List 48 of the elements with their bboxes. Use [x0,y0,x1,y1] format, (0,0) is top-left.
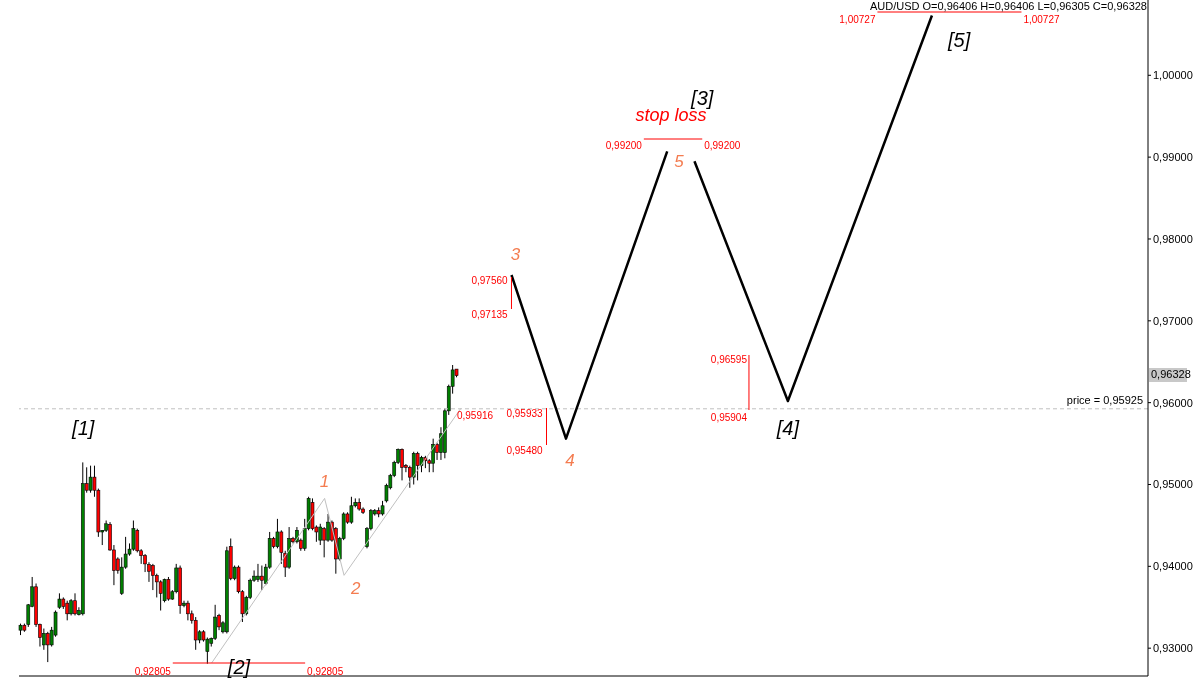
y-tick-label: 0,98000 [1153,232,1193,245]
candlestick [318,523,323,546]
annotation: [2] [226,656,251,679]
annotation: 0,92805 [307,665,344,677]
candlestick [400,447,404,481]
annotation: 3 [510,245,521,265]
text: 0,96328 [1151,367,1191,380]
y-tick-label: 0,96000 [1153,396,1193,409]
candlestick [411,451,416,485]
y-tick-label: 0,97000 [1153,314,1193,327]
candlestick [213,604,217,641]
candlestick [88,465,93,494]
annotation: 1 [319,472,330,492]
candlestick [73,592,77,616]
y-tick-label: 0,94000 [1153,560,1193,573]
annotation: 0,99200 [605,139,643,151]
annotation: 1,00727 [1023,13,1061,25]
annotation: 0,95904 [710,411,748,423]
annotation: [5] [947,29,971,52]
annotation: 0,95480 [506,444,544,456]
annotation: 0,97135 [471,308,509,320]
annotation: 2 [350,579,362,599]
y-tick-label: 0,95000 [1153,478,1193,491]
candlestick [131,520,136,552]
y-tick-label: 0,99000 [1153,151,1193,164]
y-tick-label: 1,00000 [1153,69,1193,82]
annotation: 5 [674,152,685,172]
annotation: 0,95916 [456,409,494,421]
annotation: 0,92805 [134,665,172,677]
candlestick [193,616,198,651]
annotation: 0,95933 [506,407,544,419]
candlestick [260,565,264,591]
candlestick [158,579,163,612]
ref-line-label: price = 0,95925 [1066,393,1143,406]
chart-title: AUD/USD O=0,96406 H=0,96406 L=0,96305 C=0,96328 [869,0,1147,12]
annotation: 0,97560 [471,274,509,286]
candlestick [256,563,260,583]
annotation: [1] [71,417,95,440]
candlestick [42,628,46,651]
candlestick [431,438,435,473]
annotation: 4 [565,451,575,471]
annotation: [4] [775,417,800,440]
candlestick [45,631,50,663]
annotation: 0,96595 [710,353,748,365]
annotation: 0,99200 [704,139,741,151]
annotation: 1,00727 [839,13,876,25]
y-tick-label: 0,93000 [1153,642,1193,655]
candlestick [186,600,190,621]
